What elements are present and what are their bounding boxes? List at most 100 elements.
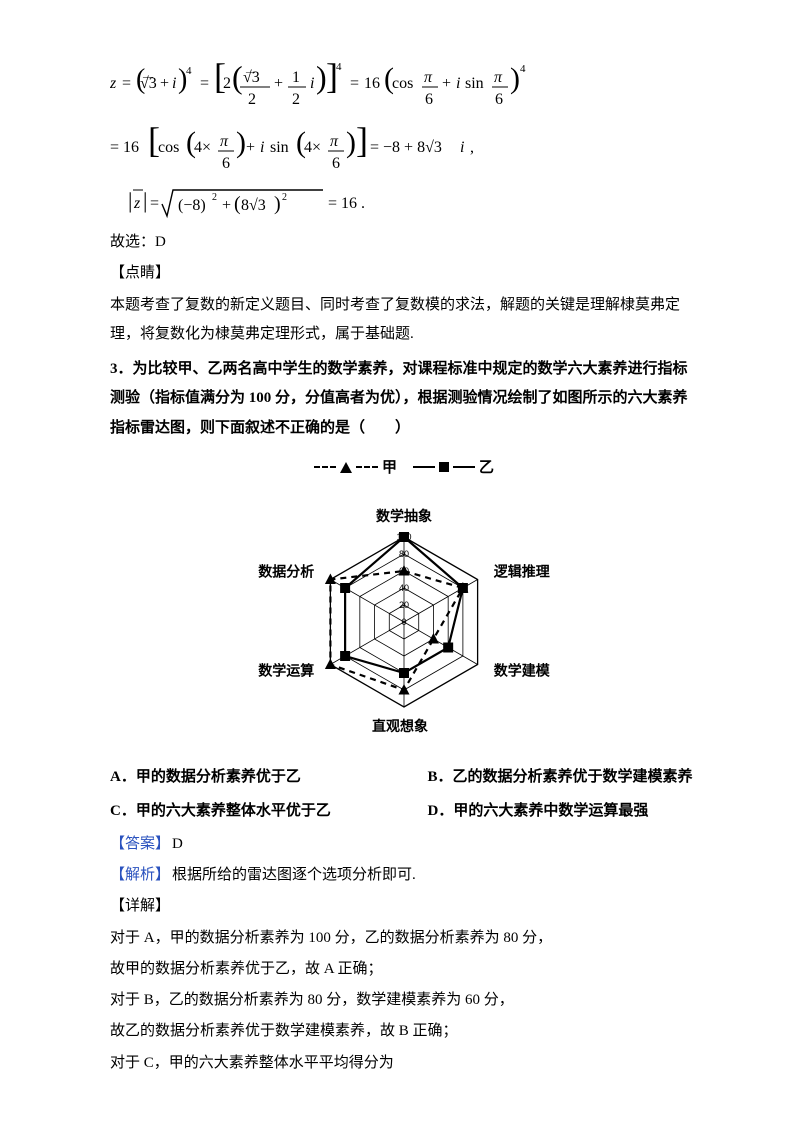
dianjing-tag: 【点睛】 <box>110 259 698 288</box>
legend-dash-icon <box>314 466 336 468</box>
svg-text:直观想象: 直观想象 <box>372 718 428 734</box>
svg-text:2: 2 <box>282 192 287 203</box>
svg-text:6: 6 <box>222 155 230 172</box>
legend-solid-icon <box>413 466 435 468</box>
legend-jia: 甲 <box>314 453 397 482</box>
option-b: B．乙的数据分析素养优于数学建模素养 <box>428 763 698 792</box>
svg-text:数据分析: 数据分析 <box>258 564 314 580</box>
answer-letter: D <box>172 836 183 852</box>
detail-4: 故乙的数据分析素养优于数学建模素养，故 B 正确； <box>110 1017 698 1046</box>
option-d: D．甲的六大素养中数学运算最强 <box>428 797 698 826</box>
svg-text:√3: √3 <box>140 75 157 92</box>
svg-text:1: 1 <box>292 69 300 86</box>
legend-solid-icon <box>453 466 475 468</box>
svg-text:= 16: = 16 <box>110 139 139 156</box>
options: A．甲的数据分析素养优于乙 B．乙的数据分析素养优于数学建模素养 C．甲的六大素… <box>110 761 698 828</box>
legend-jia-label: 甲 <box>382 453 397 482</box>
formula-2: = 16[cos(4×π/6)+i sin(4×π/6)] = -8 + 8√3… <box>110 118 698 174</box>
answer-line: 【答案】D <box>110 830 698 859</box>
svg-text:,: , <box>470 139 474 156</box>
option-a: A．甲的数据分析素养优于乙 <box>110 763 428 792</box>
svg-text:= 16 .: = 16 . <box>328 195 365 212</box>
svg-text:80: 80 <box>399 549 409 559</box>
dianjing-text: 本题考查了复数的新定义题目、同时考查了复数模的求法，解题的关键是理解棣莫弗定理，… <box>110 291 698 350</box>
svg-text:+: + <box>246 139 255 156</box>
svg-text:+: + <box>274 75 283 92</box>
svg-text:0: 0 <box>401 617 406 627</box>
svg-text:π: π <box>330 133 339 150</box>
svg-text:(−8): (−8) <box>178 197 206 214</box>
svg-text:√3: √3 <box>243 69 260 86</box>
formula-3: |z| = √((−8)^2 + (8√3)^2) = 16 . | z | =… <box>128 180 698 222</box>
svg-text:= −8 + 8√3: = −8 + 8√3 <box>370 139 442 156</box>
svg-text:π: π <box>424 69 433 86</box>
radar-chart: 甲 乙 数学抽象逻辑推理数学建模直观想象数学运算数据分析100806040200 <box>110 453 698 754</box>
question-3-title: 3．为比较甲、乙两名高中学生的数学素养，对课程标准中规定的数学六大素养进行指标测… <box>110 355 698 443</box>
svg-text:6: 6 <box>332 155 340 172</box>
svg-text:]: ] <box>356 120 368 160</box>
svg-text:+: + <box>222 197 231 214</box>
svg-text:sin: sin <box>270 139 289 156</box>
svg-text:16: 16 <box>364 75 380 92</box>
svg-text:z: z <box>110 75 117 92</box>
svg-text:=: = <box>350 75 359 92</box>
svg-text:4×: 4× <box>194 139 211 156</box>
svg-text:i: i <box>260 139 264 156</box>
svg-text:逻辑推理: 逻辑推理 <box>494 564 550 580</box>
answer-tag: 【答案】 <box>110 836 170 852</box>
svg-text:数学运算: 数学运算 <box>258 663 314 679</box>
svg-text:8√3: 8√3 <box>241 197 266 214</box>
svg-text:2: 2 <box>212 192 217 203</box>
chart-legend: 甲 乙 <box>254 453 554 482</box>
radar-svg: 数学抽象逻辑推理数学建模直观想象数学运算数据分析100806040200 <box>254 482 554 742</box>
svg-text:cos: cos <box>158 139 179 156</box>
jiexi-tag: 【解析】 <box>110 867 170 883</box>
formula-1: z = (√3+i)^4 = [2((√3/2)+(1/2)i)]^4 = 16… <box>110 52 698 112</box>
svg-text:π: π <box>220 133 229 150</box>
detail-5: 对于 C，甲的六大素养整体水平平均得分为 <box>110 1049 698 1078</box>
svg-text:数学建模: 数学建模 <box>494 663 551 679</box>
svg-text:sin: sin <box>465 75 484 92</box>
answer-select: 故选：D <box>110 228 698 257</box>
svg-text:z: z <box>133 195 141 212</box>
svg-text:π: π <box>494 69 503 86</box>
svg-text:20: 20 <box>399 600 409 610</box>
svg-text:40: 40 <box>399 583 409 593</box>
jiexi-text: 根据所给的雷达图逐个选项分析即可. <box>172 867 416 883</box>
svg-text:(: ( <box>234 193 241 215</box>
svg-text:+: + <box>442 75 451 92</box>
svg-text:2: 2 <box>248 91 256 108</box>
svg-text:|: | <box>143 188 147 213</box>
detail-2: 故甲的数据分析素养优于乙，故 A 正确； <box>110 955 698 984</box>
svg-text:): ) <box>510 62 520 95</box>
svg-text:+: + <box>160 75 169 92</box>
detail-3: 对于 B，乙的数据分析素养为 80 分，数学建模素养为 60 分， <box>110 986 698 1015</box>
svg-text:4: 4 <box>520 63 526 75</box>
svg-text:2: 2 <box>292 91 300 108</box>
svg-text:4: 4 <box>186 65 192 77</box>
svg-text:4: 4 <box>336 61 342 73</box>
dianjing-label: 【点睛】 <box>110 265 170 281</box>
legend-yi-label: 乙 <box>479 453 494 482</box>
svg-text:4×: 4× <box>304 139 321 156</box>
svg-text:数学抽象: 数学抽象 <box>376 508 432 524</box>
svg-text:i: i <box>172 75 176 92</box>
svg-text:=: = <box>150 195 159 212</box>
svg-text:i: i <box>456 75 460 92</box>
svg-text:): ) <box>274 193 281 215</box>
svg-text:2: 2 <box>223 75 231 92</box>
option-c: C．甲的六大素养整体水平优于乙 <box>110 797 428 826</box>
jiexi-line: 【解析】根据所给的雷达图逐个选项分析即可. <box>110 861 698 890</box>
svg-text:6: 6 <box>495 91 503 108</box>
svg-text:cos: cos <box>392 75 413 92</box>
legend-dash-icon <box>356 466 378 468</box>
legend-yi: 乙 <box>413 453 494 482</box>
svg-text:|: | <box>128 188 132 213</box>
svg-text:): ) <box>346 126 356 159</box>
legend-triangle-icon <box>340 462 352 473</box>
legend-square-icon <box>439 462 449 472</box>
svg-text:=: = <box>200 75 209 92</box>
svg-text:(: ( <box>232 59 243 95</box>
xiangjie-tag: 【详解】 <box>110 892 698 921</box>
svg-text:i: i <box>310 75 314 92</box>
